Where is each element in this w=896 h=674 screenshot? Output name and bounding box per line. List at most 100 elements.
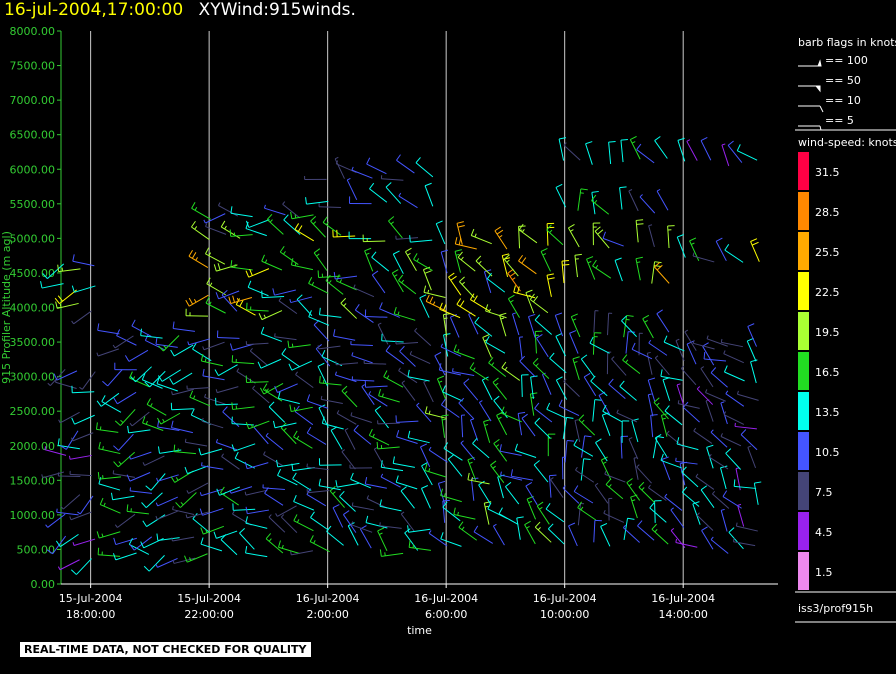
wind-barb xyxy=(555,376,568,400)
barb-feather xyxy=(484,501,492,504)
barb-staff xyxy=(581,435,586,458)
barb-feather xyxy=(113,397,118,405)
barb-feather xyxy=(572,356,580,360)
barb-feather xyxy=(499,444,502,452)
barb-staff xyxy=(157,474,179,482)
barb-half-feather xyxy=(721,508,725,511)
barb-staff xyxy=(525,485,538,506)
barb-staff xyxy=(590,380,608,397)
barb-half-feather xyxy=(263,204,266,209)
wind-barb xyxy=(141,373,163,389)
wind-barb xyxy=(424,182,434,207)
wind-barb xyxy=(202,368,225,381)
barb-staff xyxy=(277,505,297,517)
barb-half-feather xyxy=(493,523,497,527)
barb-half-feather xyxy=(720,338,723,343)
barb-feather xyxy=(40,281,43,289)
y-tick-label: 3000.00 xyxy=(10,371,56,384)
barb-staff xyxy=(135,366,152,383)
wind-barb xyxy=(192,342,212,362)
barb-staff xyxy=(530,376,534,399)
barb-feather xyxy=(157,419,160,428)
wind-barb xyxy=(200,537,223,552)
wind-barb xyxy=(70,558,92,575)
barb-feather xyxy=(486,272,492,280)
y-tick-label: 1000.00 xyxy=(10,509,56,522)
barb-staff xyxy=(188,255,209,268)
wind-barb xyxy=(306,426,327,445)
barb-feather xyxy=(400,486,407,492)
barb-half-feather xyxy=(96,352,99,357)
barb-half-feather xyxy=(156,477,159,482)
barb-staff xyxy=(651,261,656,284)
barb-half-feather xyxy=(351,166,354,171)
barb-staff xyxy=(558,138,565,161)
barb-staff xyxy=(517,413,523,436)
wind-barb xyxy=(570,313,581,338)
wind-barb xyxy=(245,221,267,237)
barb-feather xyxy=(379,499,382,507)
barb-feather xyxy=(124,355,130,362)
barb-feather xyxy=(184,466,188,474)
barb-feather xyxy=(677,234,684,238)
barb-legend-label: == 100 xyxy=(825,54,868,67)
wind-barb xyxy=(71,285,96,293)
wind-barb xyxy=(263,204,286,216)
barb-staff xyxy=(205,302,226,314)
barb-staff xyxy=(682,406,700,423)
wind-barb xyxy=(747,445,757,469)
barb-staff xyxy=(478,402,492,422)
barb-staff xyxy=(528,316,536,338)
barb-staff xyxy=(282,203,301,219)
wind-barb xyxy=(79,371,96,390)
barb-half-feather xyxy=(549,229,553,233)
wind-barb xyxy=(268,514,286,533)
barb-half-feather xyxy=(680,365,685,369)
barb-staff xyxy=(725,453,741,470)
barb-feather xyxy=(496,229,504,235)
barb-staff xyxy=(684,331,697,351)
barb-half-feather xyxy=(710,536,714,540)
wind-barb xyxy=(637,520,655,541)
barb-sample-feather xyxy=(819,105,824,113)
barb-half-feather xyxy=(59,303,62,308)
wind-barb xyxy=(534,314,552,335)
wind-barb xyxy=(364,477,387,489)
barb-staff xyxy=(247,509,270,515)
barb-feather xyxy=(366,157,371,165)
barb-staff xyxy=(364,362,387,365)
wind-barb xyxy=(681,466,699,488)
wind-barb xyxy=(213,530,238,539)
barb-staff xyxy=(677,140,686,162)
barb-feather xyxy=(101,395,106,402)
barb-feather xyxy=(442,501,448,508)
barb-half-feather xyxy=(209,282,213,287)
wind-barb xyxy=(295,371,314,389)
wind-barb xyxy=(265,533,284,554)
wind-barb xyxy=(185,294,209,307)
barb-staff xyxy=(664,496,683,511)
barb-staff xyxy=(692,503,701,525)
barb-staff xyxy=(74,414,95,425)
wind-barb xyxy=(365,515,388,529)
barb-staff xyxy=(734,485,757,489)
barb-half-feather xyxy=(401,380,406,384)
barb-feather xyxy=(217,263,221,271)
wind-barb xyxy=(97,472,121,480)
barb-staff xyxy=(146,404,167,416)
barb-staff xyxy=(485,341,506,354)
barb-feather xyxy=(378,388,382,396)
barb-staff xyxy=(99,531,121,539)
wind-barb xyxy=(563,142,581,161)
speed-color-swatch xyxy=(798,272,809,310)
barb-staff xyxy=(336,362,359,366)
barb-staff xyxy=(600,526,611,547)
wind-barb xyxy=(288,360,313,371)
barb-staff xyxy=(97,329,120,335)
barb-feather xyxy=(399,345,405,352)
wind-barb xyxy=(399,345,416,367)
barb-feather xyxy=(442,304,447,311)
barb-feather xyxy=(142,416,146,424)
barb-half-feather xyxy=(155,515,158,520)
barb-feather xyxy=(580,188,588,191)
